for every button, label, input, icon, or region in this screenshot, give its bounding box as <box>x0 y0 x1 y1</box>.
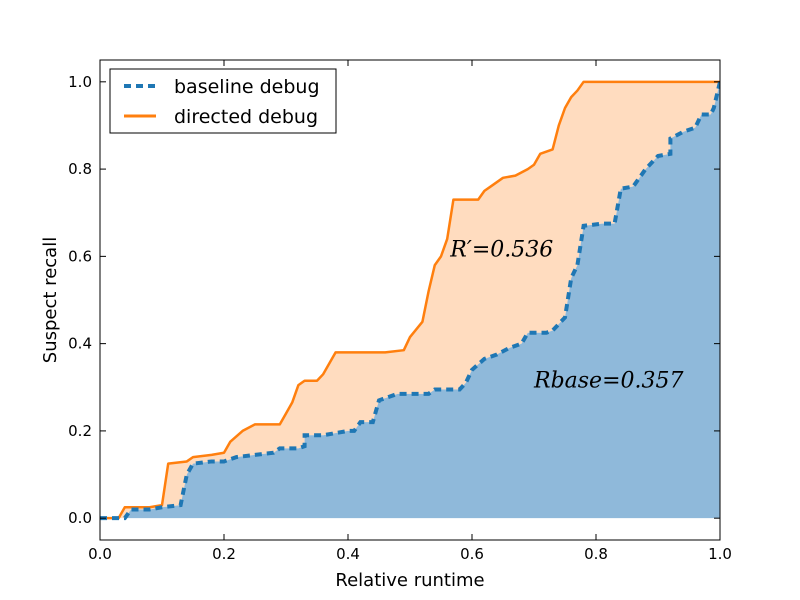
x-tick-label: 0.6 <box>460 545 484 563</box>
y-axis-title: Suspect recall <box>40 237 61 363</box>
y-tick-label: 0.0 <box>68 509 92 527</box>
y-tick-label: 0.4 <box>68 335 92 353</box>
legend-frame <box>109 68 337 134</box>
y-tick-label: 0.6 <box>68 247 92 265</box>
x-tick-label: 0.4 <box>336 545 360 563</box>
annotation-baseline-recall: Rbase=0.357 <box>533 368 684 393</box>
x-tick-label: 0.0 <box>88 545 112 563</box>
directed-gain-area <box>100 81 720 519</box>
baseline-debug-line <box>100 81 720 521</box>
legend-label-baseline-debug: baseline debug <box>174 76 320 98</box>
axes: 0.0 0.2 0.4 0.6 0.8 1.0 0.0 0.2 0.4 0.6 0.8 1.0 R′=0… <box>68 59 732 563</box>
plot-area <box>100 80 720 521</box>
x-axis-title: Relative runtime <box>335 570 484 591</box>
legend: baseline debug directed debug <box>109 68 337 134</box>
directed-debug-line <box>100 80 720 520</box>
legend-label-directed-debug: directed debug <box>174 106 318 128</box>
x-tick-label: 0.2 <box>212 545 236 563</box>
annotation-directed-recall: R′=0.536 <box>449 237 553 262</box>
y-tick-label: 1.0 <box>68 73 92 91</box>
x-tick-label: 1.0 <box>708 545 732 563</box>
plot-content <box>100 80 720 521</box>
baseline-area <box>100 81 720 519</box>
y-tick-label: 0.2 <box>68 422 92 440</box>
y-tick-label: 0.8 <box>68 160 92 178</box>
plot-frame <box>99 59 721 541</box>
x-tick-label: 0.8 <box>584 545 608 563</box>
